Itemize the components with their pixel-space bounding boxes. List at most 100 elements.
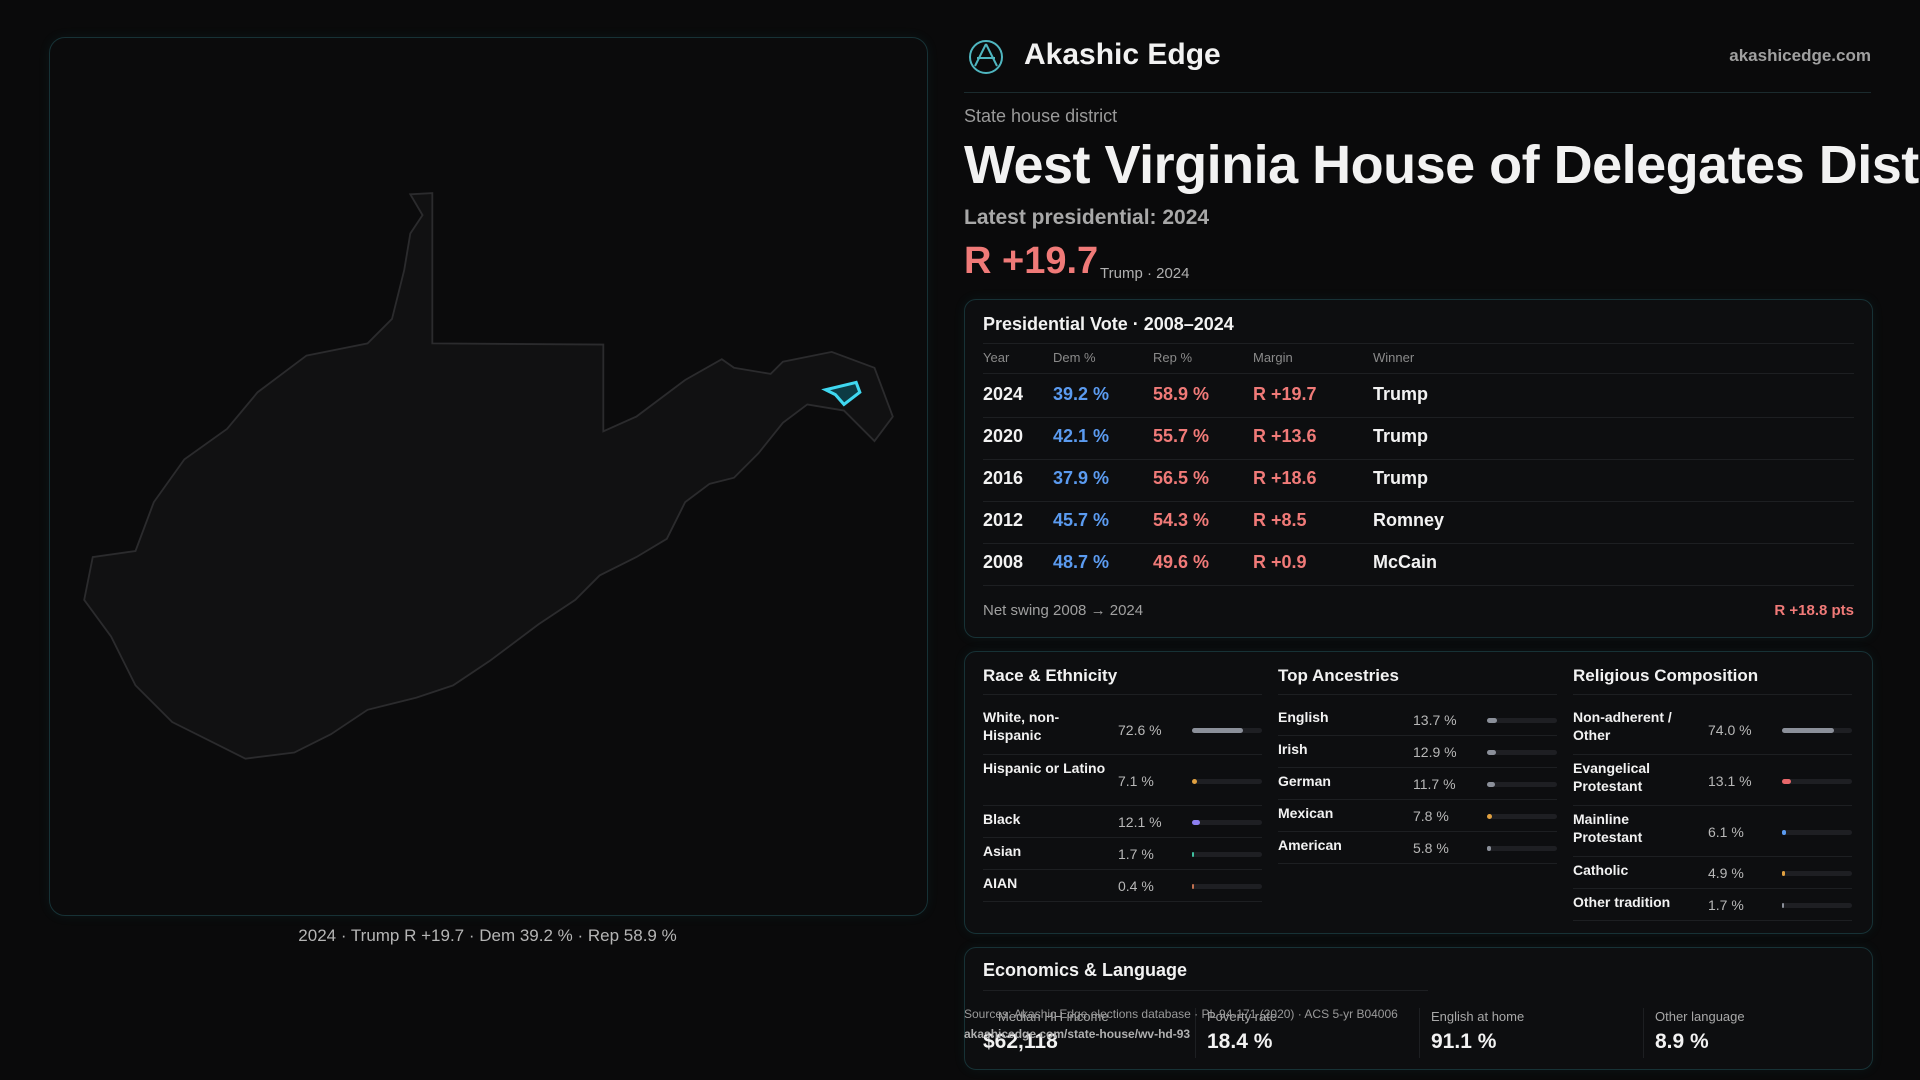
- divider: [1573, 694, 1852, 695]
- bar-track: [1782, 829, 1852, 835]
- presidential-card: Presidential Vote · 2008–2024 Net swing …: [964, 299, 1873, 638]
- row-divider: [1278, 735, 1557, 736]
- cell: Trump: [1373, 468, 1429, 488]
- row-divider: [983, 901, 1262, 902]
- bar-track: [1192, 778, 1262, 784]
- divider: [983, 343, 1854, 344]
- sources: Sources: Akashic Edge elections database…: [964, 1007, 1398, 1021]
- bar-track: [1487, 750, 1557, 755]
- section-title: Religious Composition: [1573, 666, 1759, 685]
- item-name: Hispanic or Latino: [983, 760, 1106, 776]
- section-title: Race & Ethnicity: [983, 666, 1118, 685]
- row-divider: [1278, 863, 1557, 864]
- column-header: Dem %: [1053, 350, 1096, 365]
- bar: [1192, 727, 1243, 733]
- stat-label: English at home: [1431, 1009, 1525, 1024]
- divider: [1278, 694, 1557, 695]
- row-divider: [983, 459, 1854, 460]
- cell: 56.5 %: [1153, 468, 1210, 488]
- cell: 2024: [983, 384, 1024, 404]
- column-header: Rep %: [1153, 350, 1193, 365]
- column-header: Winner: [1373, 350, 1415, 365]
- cell-divider: [1643, 1008, 1644, 1058]
- row-divider: [1573, 754, 1852, 755]
- bar: [1487, 814, 1493, 819]
- header-divider: [964, 92, 1871, 93]
- item-name: English: [1278, 709, 1329, 725]
- item-value: 74.0 %: [1708, 721, 1752, 738]
- stat-label: Poverty rate: [1207, 1009, 1278, 1024]
- bar: [1782, 871, 1786, 876]
- card-title: Economics & Language: [983, 960, 1188, 980]
- row-divider: [1573, 856, 1852, 857]
- cell: 58.9 %: [1153, 384, 1210, 404]
- swing-label: Net swing 2008 → 2024: [983, 602, 1144, 619]
- item-value: 0.4 %: [1118, 878, 1154, 894]
- item-name: Black: [983, 811, 1021, 827]
- district-kind: State house district: [964, 106, 1118, 126]
- item-name: AIAN: [983, 875, 1018, 891]
- logo: [969, 40, 1003, 74]
- bar-track: [1487, 718, 1557, 723]
- bar: [1487, 846, 1492, 851]
- item-name: Catholic: [1573, 862, 1629, 878]
- stat-value: 8.9 %: [1655, 1030, 1709, 1053]
- divider: [983, 694, 1262, 695]
- cell: 2012: [983, 510, 1024, 530]
- bar-track: [1782, 778, 1852, 784]
- row-divider: [983, 869, 1262, 870]
- row-divider: [983, 805, 1262, 806]
- item-value: 1.7 %: [1118, 846, 1154, 862]
- column-header: Year: [983, 350, 1010, 365]
- economics-card: Economics & Language Median HH income $62…: [964, 947, 1873, 1070]
- site-link[interactable]: akashicedge.com: [1729, 46, 1871, 65]
- row-divider: [1573, 805, 1852, 806]
- column-header: Margin: [1253, 350, 1293, 365]
- bar: [1192, 852, 1194, 857]
- cell: McCain: [1373, 552, 1438, 572]
- row-divider: [983, 754, 1262, 755]
- cell: 2008: [983, 552, 1024, 572]
- cell-divider: [1195, 1008, 1196, 1058]
- bar: [1782, 727, 1834, 733]
- item-name: Asian: [983, 843, 1022, 859]
- row-divider: [983, 417, 1854, 418]
- cell: 45.7 %: [1053, 510, 1110, 530]
- demographics-card: Race & Ethnicity White, non-Hispanic 72.6 …: [964, 651, 1873, 934]
- brand: Akashic Edge: [1024, 38, 1221, 71]
- district-highlight: [821, 380, 862, 407]
- divider: [983, 373, 1854, 374]
- card-title: Presidential Vote · 2008–2024: [983, 314, 1234, 334]
- item-value: 6.1 %: [1708, 823, 1744, 840]
- row-divider: [1278, 767, 1557, 768]
- cell: 54.3 %: [1153, 510, 1210, 530]
- bar: [1487, 750, 1497, 755]
- margin-note: Trump · 2024: [1100, 265, 1190, 282]
- item-name: Mexican: [1278, 805, 1334, 821]
- cell: Trump: [1373, 384, 1429, 404]
- item-value: 7.8 %: [1413, 808, 1449, 824]
- bar: [1782, 829, 1787, 835]
- cell: Romney: [1373, 510, 1445, 530]
- cell: 55.7 %: [1153, 426, 1210, 446]
- bar-track: [1192, 884, 1262, 889]
- bar-track: [1192, 727, 1262, 733]
- section-title: Top Ancestries: [1278, 666, 1399, 685]
- bar-track: [1192, 820, 1262, 825]
- row-divider: [1278, 831, 1557, 832]
- cell: 49.6 %: [1153, 552, 1210, 572]
- bar-track: [1782, 727, 1852, 733]
- row-divider: [1278, 799, 1557, 800]
- row-divider: [983, 543, 1854, 544]
- stat-label: Median HH income: [998, 1009, 1109, 1024]
- map-caption: 2024 · Trump R +19.7 · Dem 39.2 % · Rep …: [298, 926, 677, 945]
- row-divider: [983, 837, 1262, 838]
- cell: 48.7 %: [1053, 552, 1110, 572]
- item-value: 72.6 %: [1118, 721, 1162, 738]
- bar-track: [1782, 871, 1852, 876]
- bar-track: [1782, 903, 1852, 908]
- cell: R +8.5: [1253, 510, 1307, 530]
- item-value: 1.7 %: [1708, 897, 1744, 913]
